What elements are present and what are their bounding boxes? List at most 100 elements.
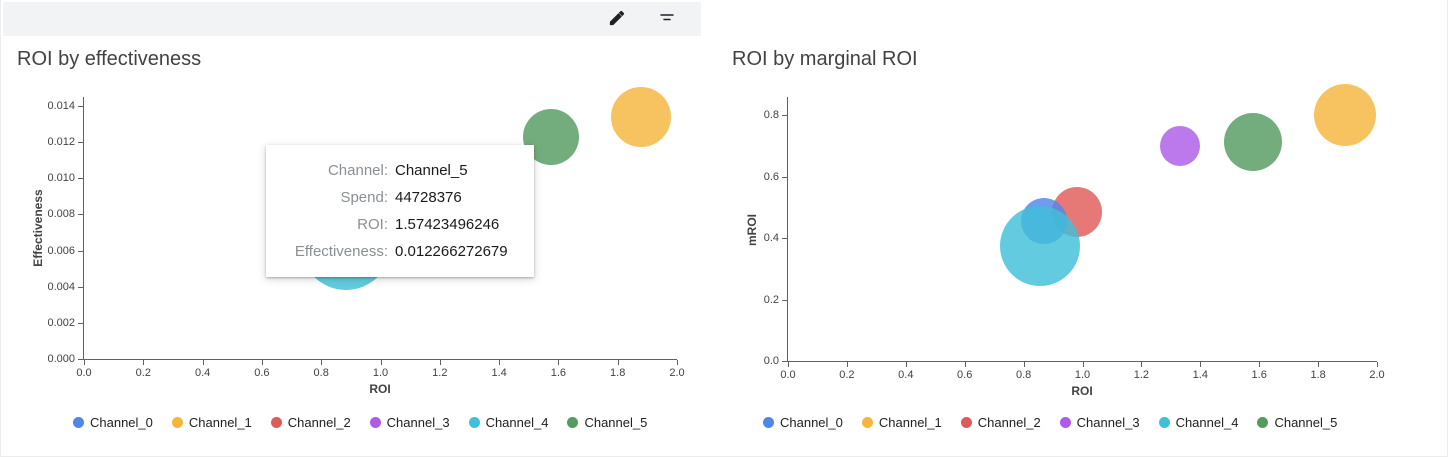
x-tick-label: 0.8 [313,367,329,379]
tooltip-label: Spend: [340,189,388,206]
y-tick-mark [78,142,83,144]
y-tick-label: 0.002 [47,316,75,329]
y-tick-mark [78,359,83,360]
chart-toolbar [3,2,701,36]
x-tick-mark [1141,362,1143,367]
chart-title: ROI by effectiveness [17,48,202,70]
y-tick-mark [78,250,83,252]
x-tick-label: 1.8 [1310,369,1326,381]
legend-label: Channel_5 [584,415,648,430]
legend-dot [861,417,873,428]
x-tick-label: 0.6 [957,369,973,381]
filter-button[interactable] [655,7,679,31]
x-tick-label: 0.0 [76,367,92,379]
legend-label: Channel_0 [90,415,153,430]
legend-label: Channel_0 [780,415,843,430]
x-tick-label: 0.0 [780,369,796,381]
y-tick-label: 0.004 [47,280,75,293]
y-tick-label: 0.6 [763,170,779,183]
x-tick-mark [677,360,678,365]
x-tick-mark [558,360,560,365]
x-tick-label: 0.4 [194,367,211,379]
tooltip-label: Effectiveness: [294,243,388,260]
legend-label: Channel_2 [977,415,1041,430]
x-tick-mark [261,360,263,365]
legend-label: Channel_3 [386,415,450,430]
x-tick-mark [617,360,619,365]
tooltip-label: ROI: [357,216,388,233]
tooltip-value: Channel_5 [395,162,468,179]
x-tick-label: 1.2 [1133,369,1150,381]
x-tick-label: 0.8 [1015,369,1032,381]
x-tick-mark [964,362,966,367]
legend-item-Channel_3[interactable]: Channel_3 [1059,415,1140,430]
legend-item-Channel_0[interactable]: Channel_0 [763,415,843,430]
bubble-Channel_1[interactable] [611,86,672,147]
x-tick-label: 1.2 [432,367,448,379]
y-tick-label: 0.4 [763,232,779,245]
x-axis-label: ROI [369,382,391,396]
legend-dot [1158,417,1170,428]
legend-label: Channel_4 [485,415,549,430]
legend-item-Channel_2[interactable]: Channel_2 [960,415,1041,430]
legend-dot [369,417,381,428]
legend-item-Channel_1[interactable]: Channel_1 [861,415,942,430]
legend-item-Channel_5[interactable]: Channel_5 [567,415,647,430]
y-tick-label: 0.014 [47,100,75,113]
legend: Channel_0 Channel_1 Channel_2 Channel_3 Chan… [763,415,1337,430]
legend-dot [73,417,84,428]
y-tick-mark [78,214,83,216]
tooltip-value: 1.57423496246 [395,216,500,233]
legend-item-Channel_1[interactable]: Channel_1 [171,415,252,430]
tooltip-label: Channel: [327,162,388,179]
legend-label: Channel_1 [188,415,252,430]
x-tick-label: 1.8 [610,367,626,379]
legend-item-Channel_2[interactable]: Channel_2 [270,415,351,430]
x-tick-mark [439,360,441,365]
legend-label: Channel_3 [1076,415,1140,430]
legend-dot [1257,417,1269,428]
x-tick-label: 0.4 [898,369,914,381]
y-tick-label: 0.008 [47,208,75,221]
bubble-Channel_3[interactable] [1159,126,1200,167]
x-axis-label: ROI [1071,384,1093,398]
legend-item-Channel_4[interactable]: Channel_4 [1158,415,1239,430]
chart-card-roi-by-effectiveness: ROI by effectiveness Effectiveness 0.0 0.… [1,0,725,456]
legend-dot [567,417,579,428]
bubble-Channel_1[interactable] [1313,84,1376,147]
y-tick-label: 0.0 [763,355,779,367]
x-tick-mark [380,360,382,365]
x-tick-mark [788,362,789,367]
legend-dot [468,417,480,428]
legend-label: Channel_5 [1274,415,1338,430]
tooltip-value: 0.012266272679 [395,243,508,260]
legend-item-Channel_4[interactable]: Channel_4 [468,415,549,430]
x-tick-mark [846,362,848,367]
x-tick-mark [321,360,323,365]
y-tick-mark [782,361,787,362]
legend-item-Channel_5[interactable]: Channel_5 [1257,415,1337,430]
legend-item-Channel_3[interactable]: Channel_3 [369,415,450,430]
x-tick-label: 2.0 [669,367,685,379]
y-tick-mark [782,299,787,301]
chart-title: ROI by marginal ROI [732,48,918,70]
edit-button[interactable] [605,7,629,31]
x-tick-mark [1377,362,1378,367]
legend-label: Channel_4 [1175,415,1239,430]
bubble-Channel_5[interactable] [1224,112,1283,171]
tooltip-row: Spend: 44728376 [276,184,518,211]
x-tick-mark [905,362,907,367]
legend-item-Channel_0[interactable]: Channel_0 [73,415,153,430]
x-tick-label: 0.2 [135,367,151,379]
x-tick-label: 2.0 [1369,369,1385,381]
plot-area: 0.0 0.2 0.4 0.6 0.8 1.0 1.2 1.4 1.6 1.8 2.0 0.0 0.2 0… [764,84,1385,381]
x-tick-mark [1259,362,1261,367]
tooltip-row: Channel: Channel_5 [276,157,518,184]
x-tick-label: 0.6 [254,367,270,379]
y-tick-label: 0.010 [47,172,75,185]
bubble-Channel_4[interactable] [999,205,1080,286]
x-tick-mark [143,360,145,365]
x-tick-label: 0.2 [839,369,855,381]
legend-dot [960,417,972,428]
